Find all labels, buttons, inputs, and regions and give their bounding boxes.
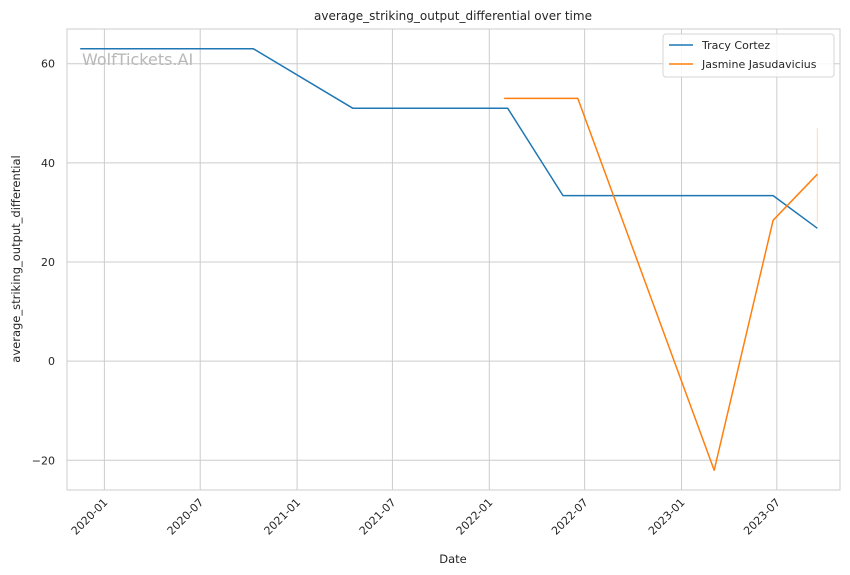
y-tick-label: 0: [48, 355, 55, 368]
legend-label-tracy-cortez: Tracy Cortez: [701, 39, 770, 52]
plot-frame: [66, 28, 841, 491]
legend-label-jasmine-jasudavicius: Jasmine Jasudavicius: [701, 58, 817, 71]
plot-area: [67, 29, 840, 490]
y-axis-title: average_striking_output_differential: [9, 155, 23, 362]
chart-title: average_striking_output_differential ove…: [314, 9, 592, 23]
watermark: WolfTickets.AI: [82, 50, 193, 69]
y-tick-label: −20: [32, 454, 55, 467]
x-axis-title: Date: [439, 552, 467, 566]
legend-box: [662, 33, 835, 78]
y-tick-label: 40: [41, 157, 55, 170]
legend: Tracy Cortez Jasmine Jasudavicius: [662, 33, 835, 78]
y-tick-label: 20: [41, 256, 55, 269]
y-tick-labels: −20 0 20 40 60: [32, 58, 55, 468]
series-line-jasmine-jasudavicius: [504, 97, 818, 471]
grid-lines: [67, 29, 840, 490]
series-lines: [80, 48, 818, 471]
series-line-tracy-cortez: [80, 48, 818, 229]
y-tick-label: 60: [41, 58, 55, 71]
